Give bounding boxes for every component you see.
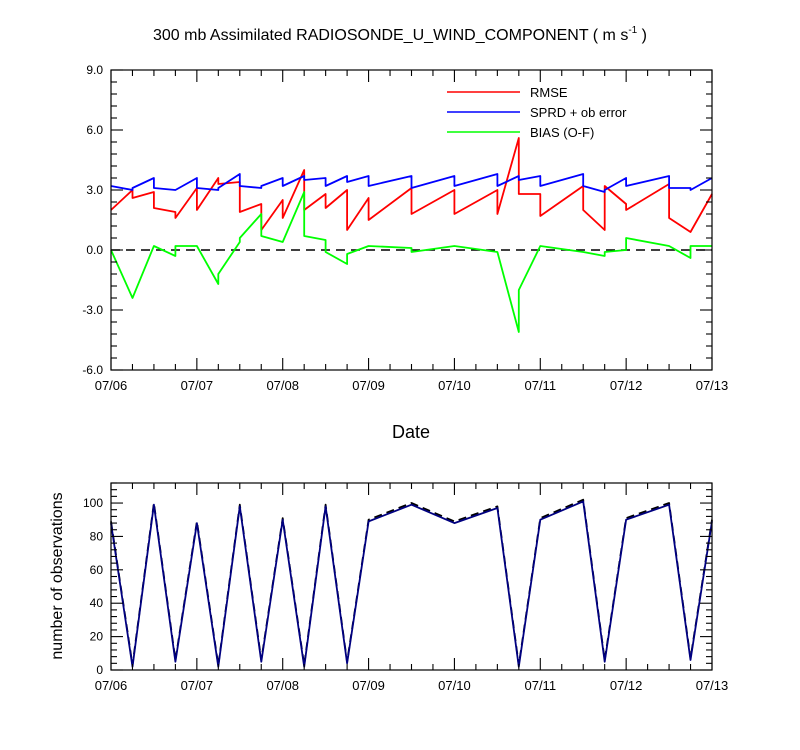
bottom-y-tick-label: 60 bbox=[90, 563, 104, 577]
bottom-x-tick-label: 07/06 bbox=[95, 678, 128, 693]
bottom-series-observations bbox=[110, 498, 713, 666]
bottom-x-tick-label: 07/10 bbox=[438, 678, 471, 693]
bottom-y-tick-label: 100 bbox=[83, 496, 103, 510]
bottom-x-tick-label: 07/09 bbox=[352, 678, 385, 693]
top-series-group bbox=[110, 137, 713, 333]
top-x-axis-label: Date bbox=[392, 422, 430, 442]
chart-title: 300 mb Assimilated RADIOSONDE_U_WIND_COM… bbox=[153, 25, 647, 44]
bottom-series-group bbox=[110, 498, 713, 668]
bottom-x-tick-label: 07/13 bbox=[696, 678, 729, 693]
legend-label-sprd: SPRD + ob error bbox=[530, 105, 627, 120]
bottom-plot-frame bbox=[110, 482, 713, 671]
top-x-tick-label: 07/10 bbox=[438, 378, 471, 393]
top-series-bias-o-f bbox=[110, 191, 712, 333]
bottom-x-axis: 07/06 07/07 07/08 07/09 07/10 07/11 07/12 07/13 bbox=[95, 483, 729, 693]
chart-title-main: 300 mb Assimilated RADIOSONDE_U_WIND_COM… bbox=[153, 27, 628, 44]
top-y-tick-label: 9.0 bbox=[86, 63, 103, 77]
bottom-x-tick-label: 07/07 bbox=[181, 678, 214, 693]
bottom-y-axis: 0 20 40 60 80 100 bbox=[83, 482, 712, 677]
top-series-rmse bbox=[110, 137, 713, 233]
bottom-y-axis-label: number of observations bbox=[49, 492, 66, 659]
top-x-tick-label: 07/06 bbox=[95, 378, 128, 393]
top-y-tick-label: 0.0 bbox=[86, 243, 103, 257]
bottom-x-tick-label: 07/12 bbox=[610, 678, 643, 693]
bottom-y-tick-label: 40 bbox=[90, 596, 104, 610]
top-series-sprd-ob-error bbox=[110, 173, 713, 193]
bottom-series-observations-assimilated bbox=[110, 500, 713, 668]
top-x-tick-label: 07/13 bbox=[696, 378, 729, 393]
top-y-tick-label: 3.0 bbox=[86, 183, 103, 197]
top-y-tick-label: -3.0 bbox=[82, 303, 103, 317]
top-x-tick-label: 07/08 bbox=[266, 378, 299, 393]
top-x-axis: 07/06 07/07 07/08 07/09 07/10 07/11 07/12 07/13 bbox=[95, 70, 729, 393]
bottom-y-tick-label: 0 bbox=[96, 663, 103, 677]
bottom-x-tick-label: 07/08 bbox=[266, 678, 299, 693]
legend-label-bias: BIAS (O-F) bbox=[530, 125, 594, 140]
bottom-y-tick-label: 80 bbox=[90, 529, 104, 543]
top-x-tick-label: 07/11 bbox=[524, 378, 556, 393]
top-y-tick-label: -6.0 bbox=[82, 363, 103, 377]
top-x-tick-label: 07/12 bbox=[610, 378, 643, 393]
top-y-axis: -6.0 -3.0 0.0 3.0 6.0 9.0 bbox=[82, 63, 712, 377]
top-x-tick-label: 07/09 bbox=[352, 378, 385, 393]
top-x-tick-label: 07/07 bbox=[181, 378, 214, 393]
chart-title-superscript: -1 bbox=[628, 25, 637, 36]
bottom-y-tick-label: 20 bbox=[90, 630, 104, 644]
legend-label-rmse: RMSE bbox=[530, 85, 568, 100]
top-panel: -6.0-3.00.03.06.09.0 07/06 07/07 07/08 07/0… bbox=[82, 63, 728, 442]
bottom-x-tick-label: 07/11 bbox=[524, 678, 556, 693]
legend: RMSE SPRD + ob error BIAS (O-F) bbox=[447, 85, 627, 140]
chart-title-close: ) bbox=[637, 27, 647, 44]
top-y-tick-label: 6.0 bbox=[86, 123, 103, 137]
